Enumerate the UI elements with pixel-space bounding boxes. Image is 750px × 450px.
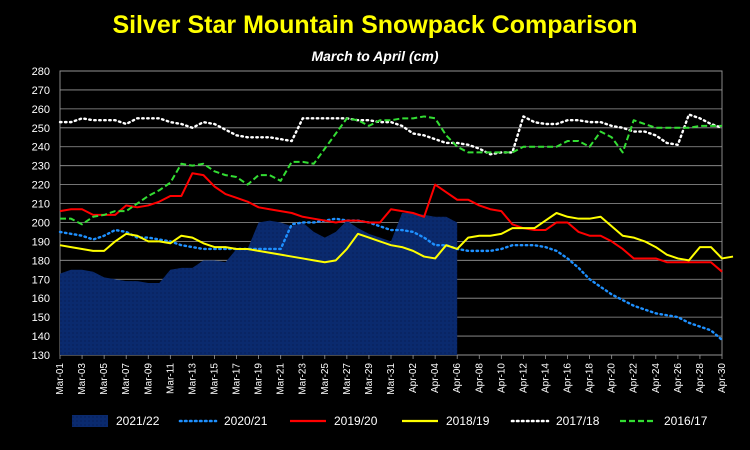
legend-label-2020-21: 2020/21	[224, 414, 268, 428]
y-tick-label: 180	[32, 255, 50, 267]
x-tick-label: Mar-25	[320, 363, 331, 395]
chart-title: Silver Star Mountain Snowpack Comparison	[112, 11, 637, 39]
y-tick-label: 230	[32, 161, 50, 173]
x-tick-label: Apr-26	[673, 363, 684, 393]
x-tick-label: Mar-31	[386, 363, 397, 395]
line-series-layer	[58, 113, 734, 342]
series-line-2016-17	[60, 115, 722, 226]
x-tick-label: Apr-06	[452, 363, 463, 393]
series-line-2019-20	[59, 172, 723, 273]
y-axis: 130 140 150 160 170 180 190 200 210 220 230 240 250 2…	[32, 66, 50, 362]
legend-label-2016-17: 2016/17	[664, 414, 708, 428]
x-tick-label: Apr-16	[563, 363, 574, 393]
y-tick-label: 190	[32, 236, 50, 248]
x-tick-label: Apr-04	[430, 363, 441, 393]
legend-label-2019-20: 2019/20	[334, 414, 378, 428]
x-axis: Mar-01 Mar-03 Mar-05 Mar-07 Mar-09 Mar-11 Mar-…	[55, 355, 728, 395]
x-tick-label: Mar-07	[121, 363, 132, 395]
y-tick-label: 270	[32, 85, 50, 97]
series-line-2018-19	[59, 212, 734, 264]
x-tick-label: Mar-21	[276, 363, 287, 395]
y-tick-label: 170	[32, 274, 50, 286]
x-tick-label: Mar-09	[143, 363, 154, 395]
series-line-2020-21	[58, 217, 724, 342]
x-tick-label: Mar-01	[55, 363, 66, 395]
legend: 2021/22 2020/21 2019/20 2018/19 2017/18 2016/…	[72, 414, 708, 428]
chart-subtitle: March to April (cm)	[311, 48, 438, 64]
series-area-2021-22	[60, 213, 458, 355]
series-line-2017-18	[58, 113, 724, 156]
x-tick-label: Apr-18	[585, 363, 596, 393]
x-tick-label: Apr-22	[629, 363, 640, 393]
x-tick-label: Mar-19	[254, 363, 265, 395]
x-tick-label: Mar-27	[342, 363, 353, 395]
x-tick-label: Apr-24	[651, 363, 662, 393]
y-tick-label: 260	[32, 104, 50, 116]
x-tick-label: Mar-15	[209, 363, 220, 395]
y-tick-label: 130	[32, 350, 50, 362]
x-tick-label: Apr-14	[540, 363, 551, 393]
x-tick-label: Apr-28	[695, 363, 706, 393]
y-tick-label: 210	[32, 199, 50, 211]
x-tick-label: Mar-11	[165, 363, 176, 394]
y-tick-label: 240	[32, 142, 50, 154]
y-tick-label: 140	[32, 331, 50, 343]
x-tick-label: Apr-20	[607, 363, 618, 393]
x-tick-label: Mar-05	[99, 363, 110, 395]
legend-label-2021-22: 2021/22	[116, 414, 160, 428]
y-tick-label: 160	[32, 293, 50, 305]
x-tick-label: Apr-02	[408, 363, 419, 393]
legend-label-2017-18: 2017/18	[556, 414, 600, 428]
x-tick-label: Apr-08	[474, 363, 485, 393]
legend-swatch-2021-22	[72, 415, 108, 427]
x-tick-label: Mar-03	[77, 363, 88, 395]
legend-label-2018-19: 2018/19	[446, 414, 490, 428]
y-tick-label: 220	[32, 180, 50, 192]
x-tick-label: Mar-23	[298, 363, 309, 395]
y-tick-label: 150	[32, 312, 50, 324]
x-tick-label: Mar-17	[232, 363, 243, 395]
y-tick-label: 200	[32, 217, 50, 229]
y-tick-label: 250	[32, 123, 50, 135]
y-tick-label: 280	[32, 66, 50, 78]
x-tick-label: Apr-30	[717, 363, 728, 393]
x-tick-label: Apr-10	[496, 363, 507, 393]
x-tick-label: Mar-29	[364, 363, 375, 395]
area-series-layer	[60, 213, 458, 355]
x-tick-label: Apr-12	[518, 363, 529, 393]
x-tick-label: Mar-13	[187, 363, 198, 395]
